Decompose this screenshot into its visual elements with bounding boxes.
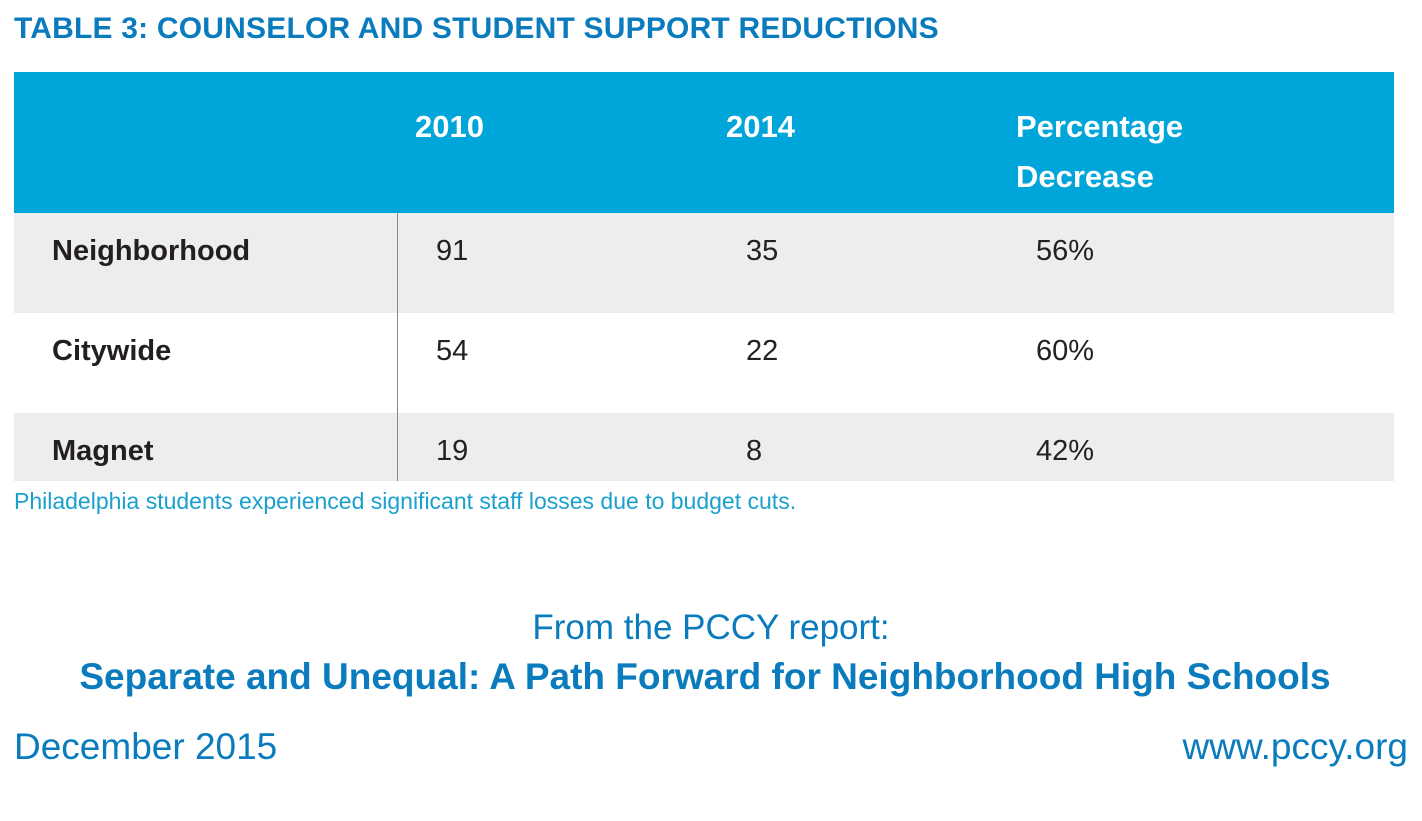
cell-decrease: 60%: [1036, 335, 1095, 367]
row-label: Magnet: [52, 435, 154, 467]
cell-2010: 54: [436, 335, 469, 367]
header-2010: 2010: [415, 109, 484, 144]
column-divider: [397, 213, 398, 481]
source-intro: From the PCCY report:: [532, 608, 890, 647]
cell-decrease: 56%: [1036, 235, 1095, 267]
data-table: 2010 2014 Percentage Decrease Neighborho…: [14, 72, 1394, 481]
cell-2014: 8: [746, 435, 763, 467]
header-2014: 2014: [726, 109, 795, 144]
table-row: Citywide 54 22 60%: [14, 313, 1394, 413]
cell-decrease: 42%: [1036, 435, 1095, 467]
row-label: Citywide: [52, 335, 172, 367]
publication-date: December 2015: [14, 726, 278, 767]
report-title: Separate and Unequal: A Path Forward for…: [79, 656, 1331, 697]
table-header: 2010 2014 Percentage Decrease: [14, 72, 1394, 213]
header-percentage-decrease: Percentage Decrease: [1016, 102, 1183, 202]
row-label: Neighborhood: [52, 235, 251, 267]
cell-2014: 22: [746, 335, 779, 367]
table-title: TABLE 3: COUNSELOR AND STUDENT SUPPORT R…: [14, 12, 939, 45]
header-percentage-line: Percentage: [1016, 109, 1184, 144]
cell-2010: 91: [436, 235, 469, 267]
table-row: Neighborhood 91 35 56%: [14, 213, 1394, 313]
table-caption: Philadelphia students experienced signif…: [14, 488, 797, 514]
header-decrease-line: Decrease: [1016, 159, 1154, 194]
cell-2010: 19: [436, 435, 469, 467]
table-row: Magnet 19 8 42%: [14, 413, 1394, 481]
website-url: www.pccy.org: [1182, 726, 1409, 767]
cell-2014: 35: [746, 235, 779, 267]
